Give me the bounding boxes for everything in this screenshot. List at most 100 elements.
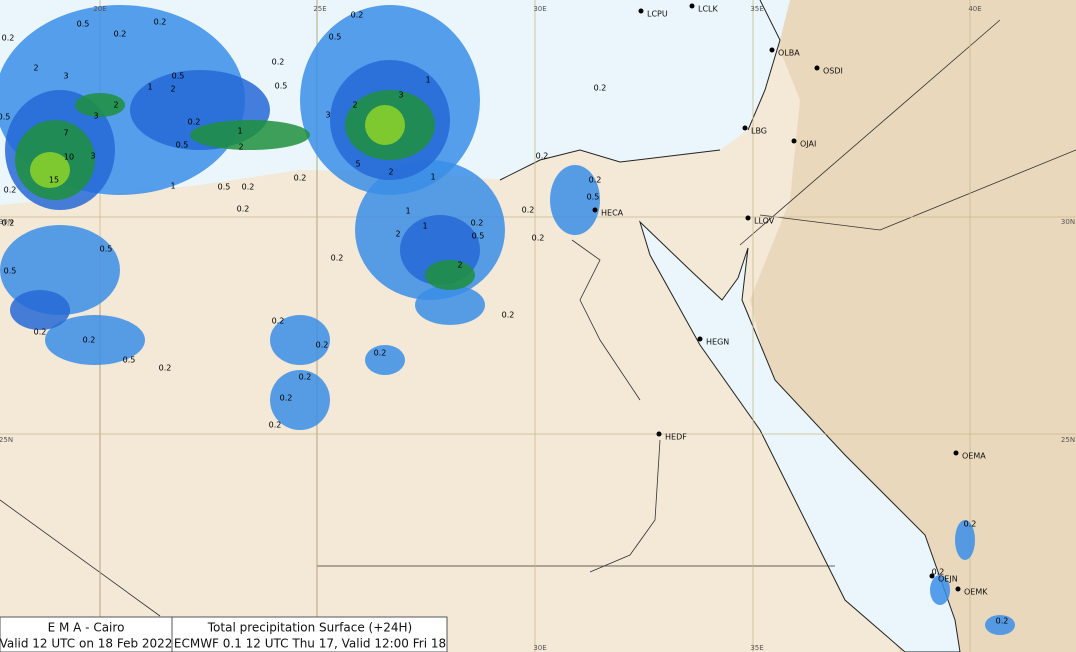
precip-label: 0.2 — [331, 254, 344, 263]
precip-area — [365, 345, 405, 375]
precip-label: 0.5 — [4, 267, 17, 276]
precip-label: 0.2 — [502, 311, 515, 320]
station-marker — [689, 3, 695, 9]
precip-label: 0.2 — [188, 118, 201, 127]
precip-label: 2 — [170, 85, 175, 94]
precip-label: 1 — [405, 207, 410, 216]
precip-label: 0.2 — [964, 520, 977, 529]
precip-label: 0.2 — [154, 18, 167, 27]
graticule-label: 30E — [533, 644, 546, 652]
precip-label: 0.2 — [83, 336, 96, 345]
station-label: HEGN — [706, 338, 729, 347]
precip-label: 3 — [63, 72, 68, 81]
precip-label: 1 — [430, 173, 435, 182]
station-marker — [742, 125, 748, 131]
station-label: OEMK — [964, 588, 988, 597]
precip-area — [365, 105, 405, 145]
station-label: HEDF — [665, 433, 687, 442]
precip-label: 2 — [352, 101, 357, 110]
precip-label: 5 — [355, 160, 360, 169]
station-label: LBG — [751, 127, 767, 136]
graticule-label: 25E — [313, 5, 326, 13]
graticule-label: 30N — [0, 218, 13, 226]
graticule-label: 35E — [750, 5, 763, 13]
precip-label: 0.2 — [532, 234, 545, 243]
station-label: LLOV — [754, 217, 775, 226]
precip-label: 10 — [64, 153, 74, 162]
precip-label: 0.5 — [176, 141, 189, 150]
station-label: OEMA — [962, 452, 986, 461]
precip-area — [955, 520, 975, 560]
precip-area — [550, 165, 600, 235]
precip-label: 15 — [49, 176, 59, 185]
station-label: LCLK — [698, 5, 719, 14]
station-label: OEJN — [938, 575, 958, 584]
precip-label: 2 — [33, 64, 38, 73]
precip-label: 0.5 — [329, 33, 342, 42]
graticule-label: 30E — [533, 5, 546, 13]
precip-label: 0.5 — [472, 232, 485, 241]
precip-label: 3 — [90, 152, 95, 161]
precip-label: 0.5 — [172, 72, 185, 81]
precip-area — [425, 260, 475, 290]
precip-label: 0.2 — [294, 174, 307, 183]
precip-label: 0.2 — [374, 349, 387, 358]
precip-label: 0.2 — [272, 58, 285, 67]
precip-label: 0.5 — [77, 20, 90, 29]
precip-label: 0.2 — [269, 421, 282, 430]
precip-label: 2 — [457, 261, 462, 270]
footer-text: Total precipitation Surface (+24H) — [207, 621, 413, 635]
station-marker — [638, 8, 644, 14]
station-label: LCPU — [647, 10, 668, 19]
footer-box — [0, 616, 448, 652]
precip-area — [45, 315, 145, 365]
precip-label: 0.5 — [100, 245, 113, 254]
precip-label: 3 — [93, 112, 98, 121]
graticule-label: 35E — [750, 644, 763, 652]
precip-label: 0.2 — [4, 186, 17, 195]
precip-label: 0.5 — [123, 356, 136, 365]
nile — [571, 239, 661, 573]
station-marker — [955, 586, 961, 592]
precip-label: 0.2 — [996, 617, 1009, 626]
precip-label: 1 — [422, 222, 427, 231]
graticule-label: 20E — [93, 5, 106, 13]
precip-label: 0.2 — [299, 373, 312, 382]
labels: 20E 25E 30E 35E 40E 30N 30N 25N 25N 30E 35E LCPU LCL… — [0, 3, 1075, 652]
precip-label: 0.2 — [242, 183, 255, 192]
station-marker — [697, 336, 703, 342]
precip-label: 7 — [63, 129, 68, 138]
precip-label: 0.5 — [218, 183, 231, 192]
precip-label: 2 — [395, 230, 400, 239]
footer-text: E M A - Cairo — [48, 621, 125, 635]
graticule-label: 25N — [1061, 436, 1075, 444]
precip-label: 1 — [170, 182, 175, 191]
precip-label: 0.2 — [316, 341, 329, 350]
station-marker — [656, 431, 662, 437]
station-label: HECA — [601, 209, 624, 218]
precip-label: 1 — [147, 83, 152, 92]
station-label: OSDI — [823, 67, 843, 76]
footer-text: Valid 12 UTC on 18 Feb 2022 — [0, 637, 172, 651]
station-marker — [745, 215, 751, 221]
precip-label: 0.2 — [159, 364, 172, 373]
precipitation — [0, 5, 1015, 635]
precip-label: 0.2 — [34, 328, 47, 337]
station-marker — [791, 138, 797, 144]
precip-area — [930, 575, 950, 605]
station-label: OJAI — [800, 140, 816, 149]
precip-label: 0.2 — [522, 206, 535, 215]
graticule-label: 25N — [0, 436, 13, 444]
precip-label: 0.2 — [272, 317, 285, 326]
precip-label: 0.5 — [0, 113, 10, 122]
precip-label: 3 — [398, 91, 403, 100]
precip-label: 0.2 — [237, 205, 250, 214]
precip-label: 0.2 — [471, 219, 484, 228]
station-marker — [592, 207, 598, 213]
precip-label: 2 — [388, 168, 393, 177]
precip-area — [30, 152, 70, 188]
graticule-label: 40E — [968, 5, 981, 13]
precip-area — [75, 93, 125, 117]
graticule-label: 30N — [1061, 218, 1075, 226]
